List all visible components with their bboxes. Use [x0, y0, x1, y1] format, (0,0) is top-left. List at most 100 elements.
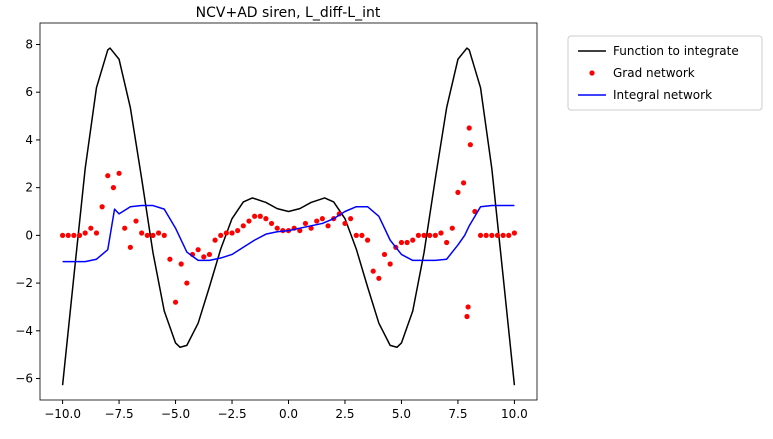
data-point: [449, 225, 455, 231]
data-point: [432, 232, 438, 238]
data-point: [122, 225, 128, 231]
x-tick-label: −5.0: [161, 407, 190, 421]
chart-title: NCV+AD siren, L_diff-L_int: [196, 5, 381, 21]
x-tick-label: 0.0: [279, 407, 298, 421]
data-point: [65, 232, 71, 238]
data-point: [235, 227, 241, 234]
data-point: [229, 230, 235, 236]
data-point: [274, 225, 280, 231]
data-point: [246, 218, 252, 224]
data-point: [477, 232, 484, 238]
data-point: [195, 247, 201, 253]
data-point: [71, 232, 77, 238]
data-point: [506, 232, 512, 238]
data-point: [314, 218, 320, 224]
data-point: [206, 251, 213, 258]
data-point: [438, 230, 444, 236]
data-point: [465, 304, 471, 310]
data-point: [105, 173, 111, 179]
plot-frame: [39, 22, 538, 401]
data-point: [167, 256, 173, 262]
legend-box: [567, 35, 763, 111]
data-point: [455, 189, 461, 196]
x-tick-label: 5.0: [392, 407, 411, 421]
x-tick-label: 7.5: [448, 407, 467, 421]
data-point: [325, 223, 331, 229]
data-point: [342, 220, 348, 227]
data-point: [223, 230, 229, 236]
data-point: [218, 232, 224, 238]
data-point: [127, 244, 133, 250]
data-point: [88, 225, 94, 231]
data-point: [252, 213, 258, 219]
data-point: [500, 232, 506, 238]
data-point: [427, 232, 433, 238]
data-point: [110, 185, 117, 191]
data-point: [387, 261, 393, 267]
data-line: [62, 204, 515, 263]
x-tick-label: −7.5: [104, 407, 133, 421]
data-point: [359, 232, 365, 238]
data-point: [410, 237, 416, 243]
y-tick-label: −2: [15, 276, 33, 290]
legend-label: Function to integrate: [613, 44, 739, 58]
data-point: [240, 223, 246, 229]
data-point: [82, 230, 88, 236]
data-point: [353, 232, 359, 238]
x-tick-label: −10.0: [44, 407, 81, 421]
data-point: [150, 232, 156, 238]
x-tick-label: −2.5: [217, 407, 246, 421]
y-tick-label: 0: [25, 228, 33, 242]
data-point: [376, 275, 382, 281]
data-point: [156, 230, 162, 236]
data-point: [398, 239, 405, 246]
legend-marker: [589, 70, 595, 76]
data-point: [444, 239, 450, 246]
data-point: [139, 230, 145, 236]
data-point: [421, 232, 427, 238]
data-point: [212, 237, 218, 243]
data-point: [381, 251, 388, 258]
data-point: [460, 180, 467, 186]
data-point: [308, 225, 314, 231]
data-point: [172, 299, 179, 305]
data-point: [404, 239, 410, 246]
data-point: [76, 232, 83, 238]
x-tick-label: 2.5: [335, 407, 354, 421]
data-point: [201, 254, 207, 260]
data-point: [319, 216, 325, 222]
legend-label: Grad network: [613, 66, 695, 80]
data-point: [178, 261, 184, 267]
data-point: [257, 213, 263, 219]
data-point: [59, 232, 66, 238]
data-point: [161, 232, 167, 238]
data-point: [268, 220, 275, 227]
y-tick-label: 4: [25, 133, 33, 147]
data-point: [467, 142, 473, 148]
data-point: [464, 313, 470, 320]
data-line: [61, 47, 516, 386]
data-point: [364, 237, 371, 243]
data-point: [483, 232, 489, 238]
data-point: [415, 232, 421, 238]
y-tick-label: −4: [15, 324, 33, 338]
data-point: [297, 227, 303, 234]
data-point: [133, 218, 139, 224]
data-point: [263, 216, 269, 222]
data-point: [302, 220, 309, 227]
data-point: [348, 216, 354, 222]
y-tick-label: 2: [25, 181, 33, 195]
data-point: [93, 230, 100, 236]
y-tick-label: 6: [25, 85, 33, 99]
data-point: [144, 232, 150, 238]
data-point: [494, 232, 501, 238]
legend-label: Integral network: [613, 88, 712, 102]
data-point: [370, 268, 376, 274]
data-point: [511, 230, 518, 236]
y-tick-label: 8: [25, 37, 33, 51]
data-point: [99, 204, 105, 210]
y-tick-label: −6: [15, 372, 33, 386]
data-point: [116, 170, 122, 176]
data-point: [489, 232, 495, 238]
